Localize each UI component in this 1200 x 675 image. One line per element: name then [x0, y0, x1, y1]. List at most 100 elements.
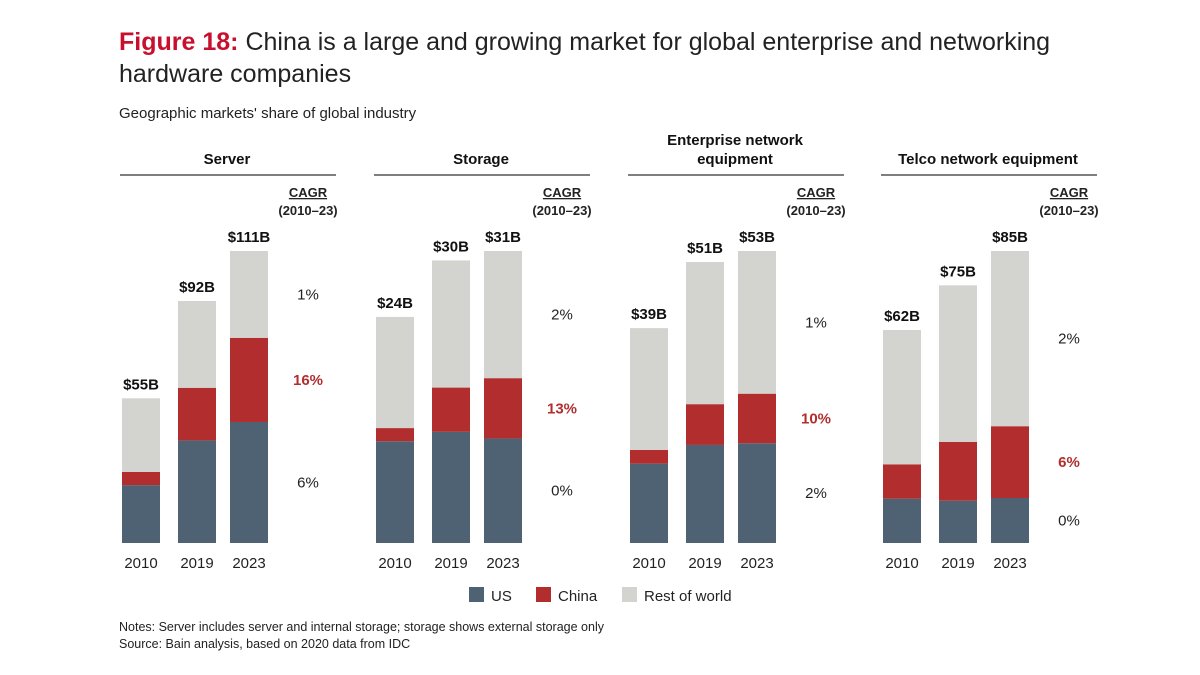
bar-rest-of-world-2019 — [939, 285, 977, 443]
cagr-rest-of-world: 1% — [805, 314, 827, 331]
panel-title: Enterprise network — [667, 132, 804, 149]
cagr-header: CAGR — [1050, 185, 1089, 200]
bar-china-2019 — [686, 404, 724, 445]
bar-us-2010 — [630, 463, 668, 543]
cagr-us: 0% — [551, 483, 573, 500]
year-tick-label: 2019 — [434, 555, 467, 572]
bar-china-2019 — [939, 442, 977, 501]
bar-us-2019 — [178, 440, 216, 543]
legend-swatch-rest-of-world — [622, 587, 637, 602]
cagr-us: 2% — [805, 485, 827, 502]
bar-us-2019 — [432, 431, 470, 543]
cagr-period: (2010–23) — [786, 203, 845, 218]
total-label: $24B — [377, 295, 413, 312]
cagr-china: 13% — [547, 400, 577, 417]
bar-rest-of-world-2023 — [991, 251, 1029, 427]
year-tick-label: 2019 — [180, 555, 213, 572]
cagr-rest-of-world: 2% — [551, 307, 573, 324]
total-label: $53B — [739, 229, 775, 246]
legend-label: Rest of world — [644, 588, 732, 605]
panel-enterprise-network-equipment: Enterprise network equipment CAGR (2010–23)… — [628, 132, 846, 572]
cagr-us: 6% — [297, 474, 319, 491]
bar-china-2010 — [376, 428, 414, 442]
bar-rest-of-world-2019 — [178, 300, 216, 388]
bar-rest-of-world-2019 — [432, 260, 470, 388]
total-label: $92B — [179, 279, 215, 296]
year-tick-label: 2023 — [993, 555, 1026, 572]
bar-rest-of-world-2023 — [230, 251, 268, 338]
year-tick-label: 2010 — [885, 555, 918, 572]
cagr-china: 10% — [801, 410, 831, 427]
bar-china-2023 — [484, 378, 522, 439]
cagr-period: (2010–23) — [532, 203, 591, 218]
total-label: $75B — [940, 263, 976, 280]
bar-china-2010 — [883, 464, 921, 499]
legend-swatch-us — [469, 587, 484, 602]
cagr-china: 6% — [1058, 454, 1080, 471]
bar-us-2010 — [376, 441, 414, 543]
panel-storage: Storage CAGR (2010–23) $24B 2010 $30B 2019 $31B… — [374, 151, 592, 572]
panel-title: Storage — [453, 151, 509, 168]
chart-subtitle: Geographic markets' share of global indu… — [119, 105, 417, 122]
total-label: $111B — [228, 229, 271, 246]
bar-china-2010 — [630, 449, 668, 464]
bar-us-2010 — [883, 498, 921, 543]
figure-label: Figure 18: — [119, 28, 239, 56]
cagr-header: CAGR — [543, 185, 582, 200]
bar-rest-of-world-2010 — [630, 328, 668, 450]
total-label: $85B — [992, 229, 1028, 246]
bar-us-2019 — [939, 500, 977, 543]
total-label: $62B — [884, 308, 920, 325]
bar-china-2023 — [991, 426, 1029, 498]
bar-china-2019 — [178, 387, 216, 441]
total-label: $30B — [433, 238, 469, 255]
year-tick-label: 2023 — [486, 555, 519, 572]
cagr-period: (2010–23) — [278, 203, 337, 218]
year-tick-label: 2010 — [378, 555, 411, 572]
figure-title: Figure 18: China is a large and growing … — [119, 26, 1079, 90]
cagr-header: CAGR — [289, 185, 328, 200]
chart-notes: Notes: Server includes server and intern… — [119, 620, 605, 634]
total-label: $31B — [485, 229, 521, 246]
total-label: $39B — [631, 306, 667, 323]
bar-china-2010 — [122, 471, 160, 486]
bar-us-2023 — [738, 443, 776, 543]
panel-title: equipment — [697, 151, 773, 168]
bar-rest-of-world-2023 — [738, 251, 776, 394]
cagr-china: 16% — [293, 372, 323, 389]
legend-label: China — [558, 588, 598, 605]
cagr-rest-of-world: 2% — [1058, 331, 1080, 348]
bar-rest-of-world-2010 — [376, 316, 414, 429]
bar-china-2023 — [230, 337, 268, 422]
year-tick-label: 2019 — [688, 555, 721, 572]
bar-us-2023 — [991, 497, 1029, 543]
cagr-period: (2010–23) — [1039, 203, 1098, 218]
cagr-us: 0% — [1058, 512, 1080, 529]
year-tick-label: 2010 — [632, 555, 665, 572]
panel-title: Telco network equipment — [898, 151, 1078, 168]
total-label: $51B — [687, 240, 723, 257]
legend: US China Rest of world — [469, 587, 732, 605]
figure-title-text: China is a large and growing market for … — [119, 28, 1051, 88]
panel-telco-network-equipment: Telco network equipment CAGR (2010–23) $62B… — [881, 151, 1099, 572]
bar-rest-of-world-2019 — [686, 262, 724, 405]
cagr-header: CAGR — [797, 185, 836, 200]
cagr-rest-of-world: 1% — [297, 286, 319, 303]
panel-title: Server — [204, 151, 251, 168]
panel-server: Server CAGR (2010–23) $55B 2010 $92B 2019 $111B… — [120, 151, 338, 572]
total-label: $55B — [123, 376, 159, 393]
bar-rest-of-world-2010 — [122, 398, 160, 472]
year-tick-label: 2019 — [941, 555, 974, 572]
year-tick-label: 2010 — [124, 555, 157, 572]
year-tick-label: 2023 — [232, 555, 265, 572]
bar-us-2023 — [230, 421, 268, 543]
legend-label: US — [491, 588, 512, 605]
bar-us-2019 — [686, 444, 724, 543]
bar-us-2010 — [122, 485, 160, 543]
bar-rest-of-world-2023 — [484, 251, 522, 379]
bar-us-2023 — [484, 438, 522, 543]
year-tick-label: 2023 — [740, 555, 773, 572]
chart-source: Source: Bain analysis, based on 2020 dat… — [119, 637, 410, 651]
legend-swatch-china — [536, 587, 551, 602]
